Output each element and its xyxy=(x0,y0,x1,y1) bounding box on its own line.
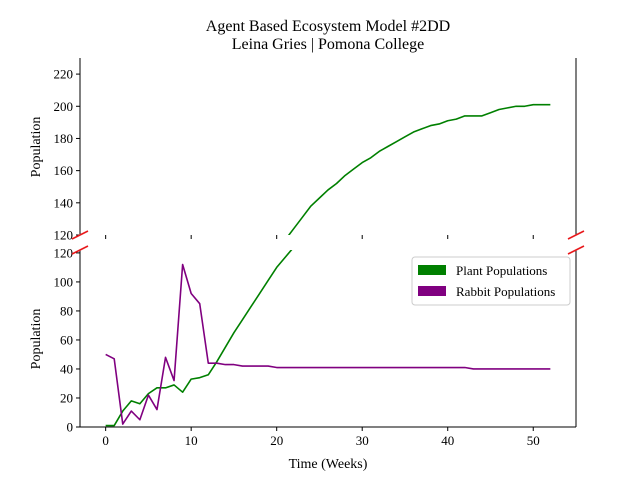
top-panel: 120 140 160 180 200 220 xyxy=(54,58,577,243)
bottom-series-line-rabbit xyxy=(105,263,551,425)
top-y-axis-label: Population xyxy=(29,117,44,178)
chart-title: Agent Based Ecosystem Model #2DD xyxy=(206,18,450,35)
x-tick-label: 0 xyxy=(102,433,109,448)
bottom-panel: 0 20 40 60 80 100 120 0 10 20 30 40 50 xyxy=(54,245,577,448)
axis-break-mark xyxy=(567,230,585,240)
top-y-tick-label: 160 xyxy=(54,163,74,178)
bottom-y-tick-label: 100 xyxy=(54,274,74,289)
x-axis-label: Time (Weeks) xyxy=(289,457,368,472)
top-y-tick-label: 220 xyxy=(54,67,74,82)
legend-swatch-rabbit xyxy=(418,286,446,296)
bottom-y-axis-label: Population xyxy=(29,309,44,370)
bottom-y-tick-label: 0 xyxy=(67,420,74,435)
x-tick-label: 20 xyxy=(270,433,283,448)
axis-break-mark xyxy=(567,245,585,255)
bottom-y-tick-label: 80 xyxy=(60,303,73,318)
axis-break-mark xyxy=(71,230,89,240)
bottom-y-tick-label: 40 xyxy=(60,361,73,376)
x-tick-label: 30 xyxy=(356,433,369,448)
legend-label-plant: Plant Populations xyxy=(456,263,547,278)
x-tick-label: 40 xyxy=(441,433,454,448)
axis-break-mark xyxy=(71,245,89,255)
top-series-line-plant xyxy=(287,103,551,235)
legend-box xyxy=(411,256,571,306)
legend-swatch-plant xyxy=(418,265,446,275)
x-tick-label: 10 xyxy=(185,433,198,448)
bottom-y-tick-label: 60 xyxy=(60,332,73,347)
chart-subtitle: Leina Gries | Pomona College xyxy=(232,36,425,53)
top-y-tick-label: 200 xyxy=(54,99,74,114)
top-y-tick-label: 180 xyxy=(54,131,74,146)
legend-label-rabbit: Rabbit Populations xyxy=(456,284,555,299)
bottom-y-tick-label: 20 xyxy=(60,390,73,405)
bottom-series-line-plant xyxy=(105,250,293,427)
bottom-y-tick-label: 120 xyxy=(54,245,74,260)
top-y-tick-label: 140 xyxy=(54,195,74,210)
x-tick-label: 50 xyxy=(527,433,540,448)
legend: Plant Populations Rabbit Populations xyxy=(411,256,571,306)
top-y-tick-label: 120 xyxy=(54,228,74,243)
